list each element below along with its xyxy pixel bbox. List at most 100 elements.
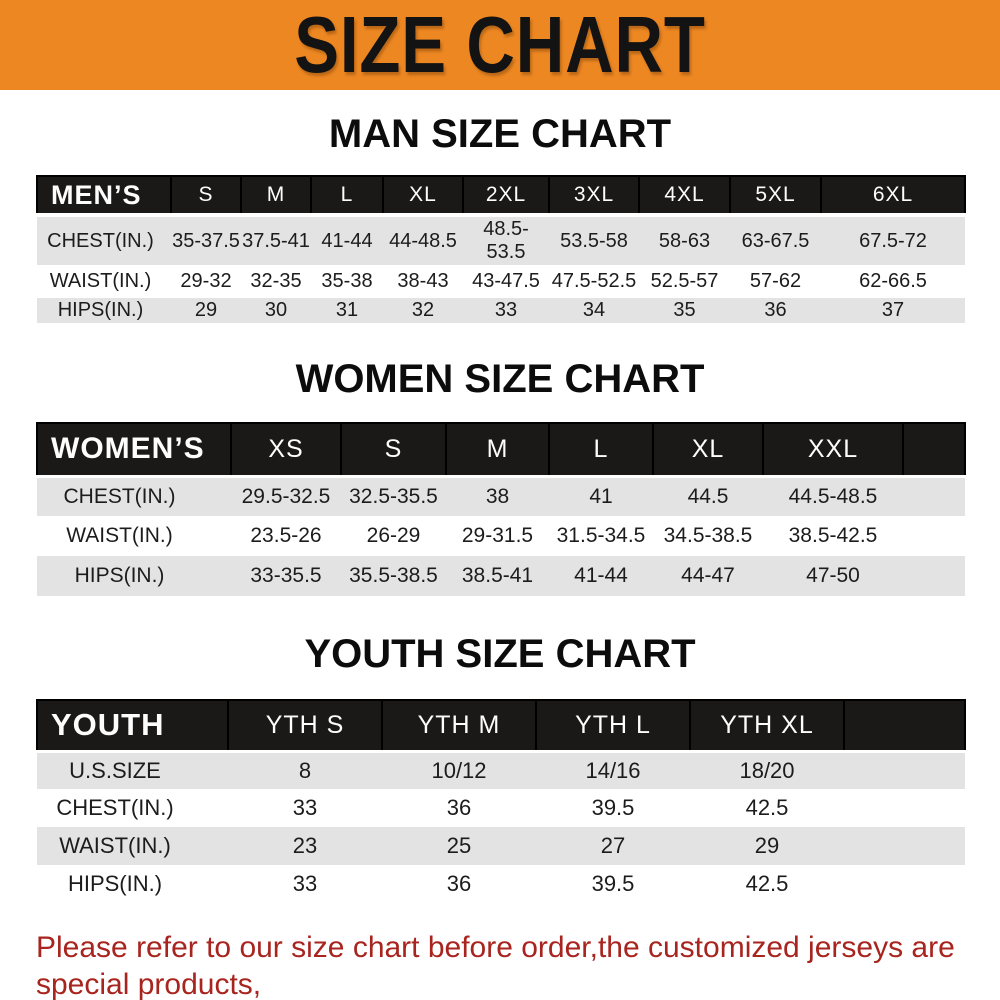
- value-cell: 14/16: [536, 749, 690, 789]
- value-cell: 33: [228, 865, 382, 903]
- value-cell: 43-47.5: [463, 267, 549, 296]
- filler-cell: [903, 556, 965, 596]
- women-table-title-cell: WOMEN’S: [36, 422, 232, 477]
- value-cell: 53.5-58: [549, 213, 639, 269]
- header-filler-cell: [902, 422, 966, 477]
- value-cell: 36: [382, 789, 536, 827]
- row-label-cell: CHEST(IN.): [37, 213, 171, 269]
- value-cell: 39.5: [536, 789, 690, 827]
- value-cell: 25: [382, 827, 536, 865]
- row-label-cell: WAIST(IN.): [37, 267, 171, 296]
- men-hips-row: HIPS(IN.) 29 30 31 32 33 34 35 36 37: [37, 294, 965, 327]
- women-chest-row: CHEST(IN.) 29.5-32.5 32.5-35.5 38 41 44.…: [37, 474, 965, 516]
- value-cell: 29.5-32.5: [231, 474, 341, 516]
- size-header-cell: YTH M: [381, 699, 537, 752]
- size-header-cell: L: [310, 175, 384, 216]
- order-disclaimer: Please refer to our size chart before or…: [36, 929, 970, 1000]
- value-cell: 35-38: [311, 267, 383, 296]
- row-label-cell: HIPS(IN.): [37, 556, 231, 596]
- value-cell: 35.5-38.5: [341, 556, 446, 596]
- value-cell: 32: [383, 294, 463, 327]
- size-header-cell: M: [445, 422, 550, 477]
- value-cell: 41-44: [311, 213, 383, 269]
- women-waist-row: WAIST(IN.) 23.5-26 26-29 29-31.5 31.5-34…: [37, 516, 965, 556]
- value-cell: 39.5: [536, 865, 690, 903]
- value-cell: 44-47: [653, 556, 763, 596]
- value-cell: 44.5-48.5: [763, 474, 903, 516]
- value-cell: 32.5-35.5: [341, 474, 446, 516]
- value-cell: 34: [549, 294, 639, 327]
- value-cell: 41: [549, 474, 653, 516]
- youth-waist-row: WAIST(IN.) 23 25 27 29: [37, 827, 965, 865]
- value-cell: 38: [446, 474, 549, 516]
- size-header-cell: XL: [382, 175, 464, 216]
- size-header-cell: 5XL: [729, 175, 822, 216]
- value-cell: 23.5-26: [231, 516, 341, 556]
- size-header-cell: S: [170, 175, 242, 216]
- value-cell: 38-43: [383, 267, 463, 296]
- youth-chest-row: CHEST(IN.) 33 36 39.5 42.5: [37, 789, 965, 827]
- size-header-cell: L: [548, 422, 654, 477]
- filler-cell: [903, 474, 965, 516]
- row-label-cell: HIPS(IN.): [37, 294, 171, 327]
- banner-title: SIZE CHART: [294, 0, 706, 89]
- row-label-cell: WAIST(IN.): [37, 827, 228, 865]
- value-cell: 63-67.5: [730, 213, 821, 269]
- youth-section-heading: YOUTH SIZE CHART: [304, 632, 696, 676]
- row-label-cell: CHEST(IN.): [37, 789, 228, 827]
- filler-cell: [903, 516, 965, 556]
- value-cell: 47.5-52.5: [549, 267, 639, 296]
- men-section-heading: MAN SIZE CHART: [328, 112, 672, 156]
- men-size-table: MEN’S S M L XL 2XL 3XL 4XL 5XL 6XL CHEST…: [36, 175, 966, 327]
- value-cell: 36: [382, 865, 536, 903]
- value-cell: 33: [228, 789, 382, 827]
- size-chart-banner: SIZE CHART: [0, 0, 1000, 90]
- value-cell: 31: [311, 294, 383, 327]
- value-cell: 29-32: [171, 267, 241, 296]
- value-cell: 27: [536, 827, 690, 865]
- value-cell: 38.5-41: [446, 556, 549, 596]
- size-header-cell: 2XL: [462, 175, 550, 216]
- value-cell: 10/12: [382, 749, 536, 789]
- size-header-cell: 3XL: [548, 175, 640, 216]
- size-header-cell: XXL: [762, 422, 904, 477]
- value-cell: 52.5-57: [639, 267, 730, 296]
- row-label-cell: WAIST(IN.): [37, 516, 231, 556]
- value-cell: 29: [171, 294, 241, 327]
- men-chest-row: CHEST(IN.) 35-37.5 37.5-41 41-44 44-48.5…: [37, 213, 965, 269]
- value-cell: 26-29: [341, 516, 446, 556]
- disclaimer-line-1: Please refer to our size chart before or…: [36, 931, 955, 1000]
- women-section-heading: WOMEN SIZE CHART: [295, 357, 705, 401]
- value-cell: 23: [228, 827, 382, 865]
- youth-table-title-cell: YOUTH: [36, 699, 229, 752]
- header-filler-cell: [843, 699, 966, 752]
- value-cell: 62-66.5: [821, 267, 965, 296]
- youth-ussize-row: U.S.SIZE 8 10/12 14/16 18/20: [37, 749, 965, 789]
- size-header-cell: YTH L: [535, 699, 691, 752]
- value-cell: 34.5-38.5: [653, 516, 763, 556]
- women-header-row: WOMEN’S XS S M L XL XXL: [36, 422, 966, 477]
- value-cell: 47-50: [763, 556, 903, 596]
- value-cell: 37: [821, 294, 965, 327]
- size-header-cell: 4XL: [638, 175, 731, 216]
- value-cell: 58-63: [639, 213, 730, 269]
- value-cell: 32-35: [241, 267, 311, 296]
- value-cell: 37.5-41: [241, 213, 311, 269]
- value-cell: 29: [690, 827, 844, 865]
- value-cell: 48.5-53.5: [463, 213, 549, 269]
- women-size-table: WOMEN’S XS S M L XL XXL CHEST(IN.) 29.5-…: [36, 422, 966, 596]
- value-cell: 36: [730, 294, 821, 327]
- value-cell: 35-37.5: [171, 213, 241, 269]
- value-cell: 44.5: [653, 474, 763, 516]
- value-cell: 33: [463, 294, 549, 327]
- size-header-cell: YTH XL: [689, 699, 845, 752]
- filler-cell: [844, 865, 965, 903]
- value-cell: 41-44: [549, 556, 653, 596]
- value-cell: 42.5: [690, 865, 844, 903]
- size-header-cell: YTH S: [227, 699, 383, 752]
- filler-cell: [844, 827, 965, 865]
- size-header-cell: XL: [652, 422, 764, 477]
- value-cell: 67.5-72: [821, 213, 965, 269]
- youth-header-row: YOUTH YTH S YTH M YTH L YTH XL: [36, 699, 966, 752]
- row-label-cell: U.S.SIZE: [37, 749, 228, 789]
